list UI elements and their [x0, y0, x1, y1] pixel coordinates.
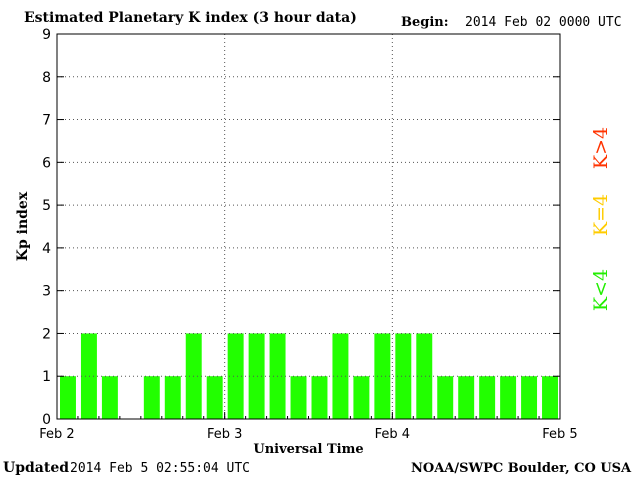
- credit-line: NOAA/SWPC Boulder, CO USA: [411, 461, 632, 476]
- kp-bar: [353, 376, 370, 419]
- y-tick-label: 6: [42, 155, 51, 171]
- y-tick-label: 8: [42, 70, 51, 86]
- kp-bar: [479, 376, 496, 419]
- kp-bar: [437, 376, 454, 419]
- legend-label: K=4: [590, 194, 612, 236]
- y-tick-label: 2: [42, 326, 51, 342]
- kp-bar: [101, 376, 118, 419]
- legend-label: K>4: [590, 127, 612, 169]
- kp-bar: [332, 333, 349, 419]
- kp-bar: [521, 376, 538, 419]
- y-tick-label: 1: [42, 369, 51, 385]
- kp-bar: [374, 333, 391, 419]
- y-tick-label: 0: [42, 412, 51, 428]
- x-tick-label: Feb 3: [207, 427, 242, 442]
- kp-bar: [395, 333, 412, 419]
- kp-bar: [80, 333, 97, 419]
- plot-frame: [56, 33, 561, 420]
- y-axis-label: Kp index: [15, 191, 31, 261]
- kp-bar: [311, 376, 328, 419]
- kp-bar: [542, 376, 558, 419]
- kp-bar: [227, 333, 244, 419]
- y-tick-label: 9: [42, 27, 51, 43]
- kp-bar: [458, 376, 475, 419]
- kp-bar: [248, 333, 265, 419]
- begin-value: 2014 Feb 02 0000 UTC: [465, 15, 622, 30]
- x-tick-label: Feb 2: [39, 427, 74, 442]
- kp-bar: [416, 333, 433, 419]
- y-tick-label: 5: [42, 198, 51, 214]
- kp-bar: [164, 376, 181, 419]
- legend-label: K<4: [590, 269, 612, 311]
- y-tick-label: 3: [42, 284, 51, 300]
- updated-label: Updated: [3, 460, 70, 476]
- kp-bar: [143, 376, 160, 419]
- y-tick-label: 7: [42, 113, 51, 129]
- kp-bar: [500, 376, 517, 419]
- chart-title: Estimated Planetary K index (3 hour data…: [24, 10, 357, 26]
- kp-bar: [290, 376, 307, 419]
- x-tick-label: Feb 4: [375, 427, 410, 442]
- kp-bar: [206, 376, 223, 419]
- y-tick-label: 4: [42, 241, 51, 257]
- x-tick-label: Feb 5: [542, 427, 577, 442]
- begin-label: Begin:: [401, 15, 449, 30]
- x-axis-label: Universal Time: [253, 442, 363, 457]
- kp-bar: [60, 376, 76, 419]
- updated-value: 2014 Feb 5 02:55:04 UTC: [70, 461, 251, 476]
